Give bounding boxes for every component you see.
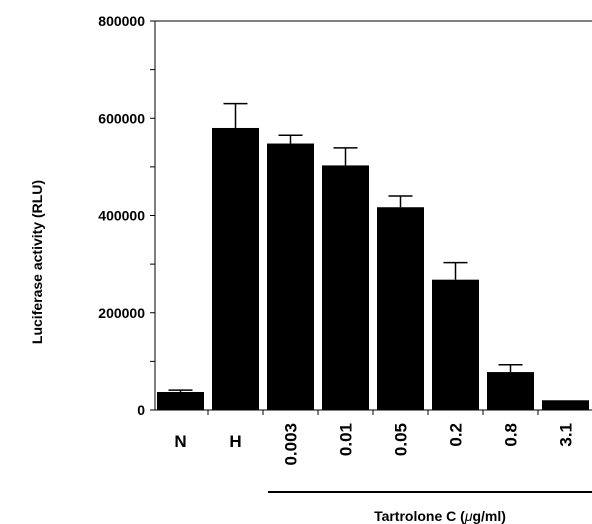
bar <box>542 400 589 410</box>
y-axis-title: Luciferase activity (RLU) <box>29 180 45 344</box>
bar <box>377 207 424 410</box>
x-tick-label: 0.8 <box>502 423 521 447</box>
bar <box>322 165 369 410</box>
group-label: Tartrolone C (μg/ml) <box>374 508 506 524</box>
bar <box>212 127 259 410</box>
bar <box>432 279 479 410</box>
bars <box>157 102 589 410</box>
x-tick-label: 3.1 <box>557 423 576 447</box>
y-axis: 0 200000 400000 600000 800000 <box>98 13 592 418</box>
x-tick-label: 0.01 <box>337 423 356 456</box>
y-tick-label: 800000 <box>98 13 145 29</box>
x-tick-label: H <box>229 432 241 451</box>
bar <box>487 372 534 410</box>
y-tick-label: 600000 <box>98 110 145 126</box>
x-axis: N H 0.003 0.01 0.05 0.2 0.8 3.1 <box>155 409 592 466</box>
bar <box>267 143 314 410</box>
bar <box>157 392 204 410</box>
x-tick-label: N <box>174 432 186 451</box>
y-tick-label: 200000 <box>98 305 145 321</box>
x-tick-label: 0.003 <box>282 423 301 466</box>
y-tick-label: 400000 <box>98 208 145 224</box>
y-tick-label: 0 <box>137 402 145 418</box>
x-tick-label: 0.2 <box>447 423 466 447</box>
x-tick-label: 0.05 <box>392 423 411 456</box>
